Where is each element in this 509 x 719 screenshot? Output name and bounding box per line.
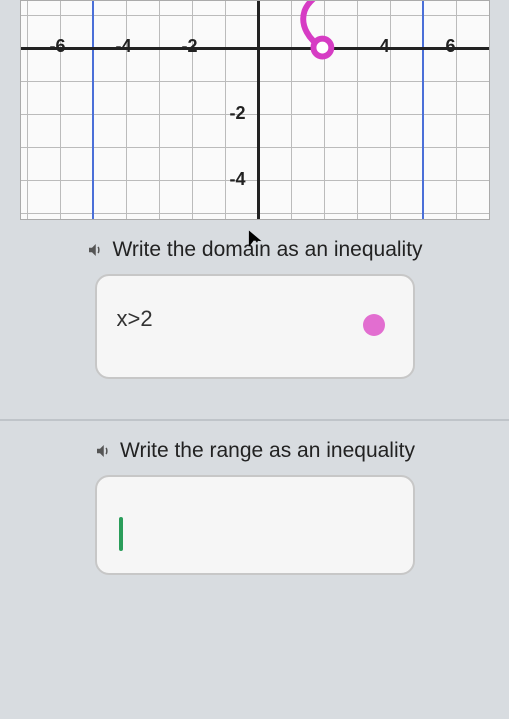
- speaker-icon[interactable]: [94, 442, 112, 460]
- question-1-prompt: Write the domain as an inequality: [112, 238, 422, 262]
- domain-input[interactable]: [117, 306, 317, 332]
- question-2-prompt-row: Write the range as an inequality: [0, 439, 509, 463]
- question-2-prompt: Write the range as an inequality: [120, 439, 415, 463]
- status-dot-icon: [363, 314, 385, 336]
- answer-box-2[interactable]: [95, 475, 415, 575]
- range-input[interactable]: [117, 497, 317, 523]
- text-cursor: [119, 517, 123, 551]
- coordinate-graph: -6-4-2246-2-4-6: [20, 0, 490, 220]
- speaker-icon[interactable]: [86, 241, 104, 259]
- section-divider: [0, 419, 509, 421]
- answer-box-1[interactable]: [95, 274, 415, 379]
- question-1-prompt-row: Write the domain as an inequality: [0, 238, 509, 262]
